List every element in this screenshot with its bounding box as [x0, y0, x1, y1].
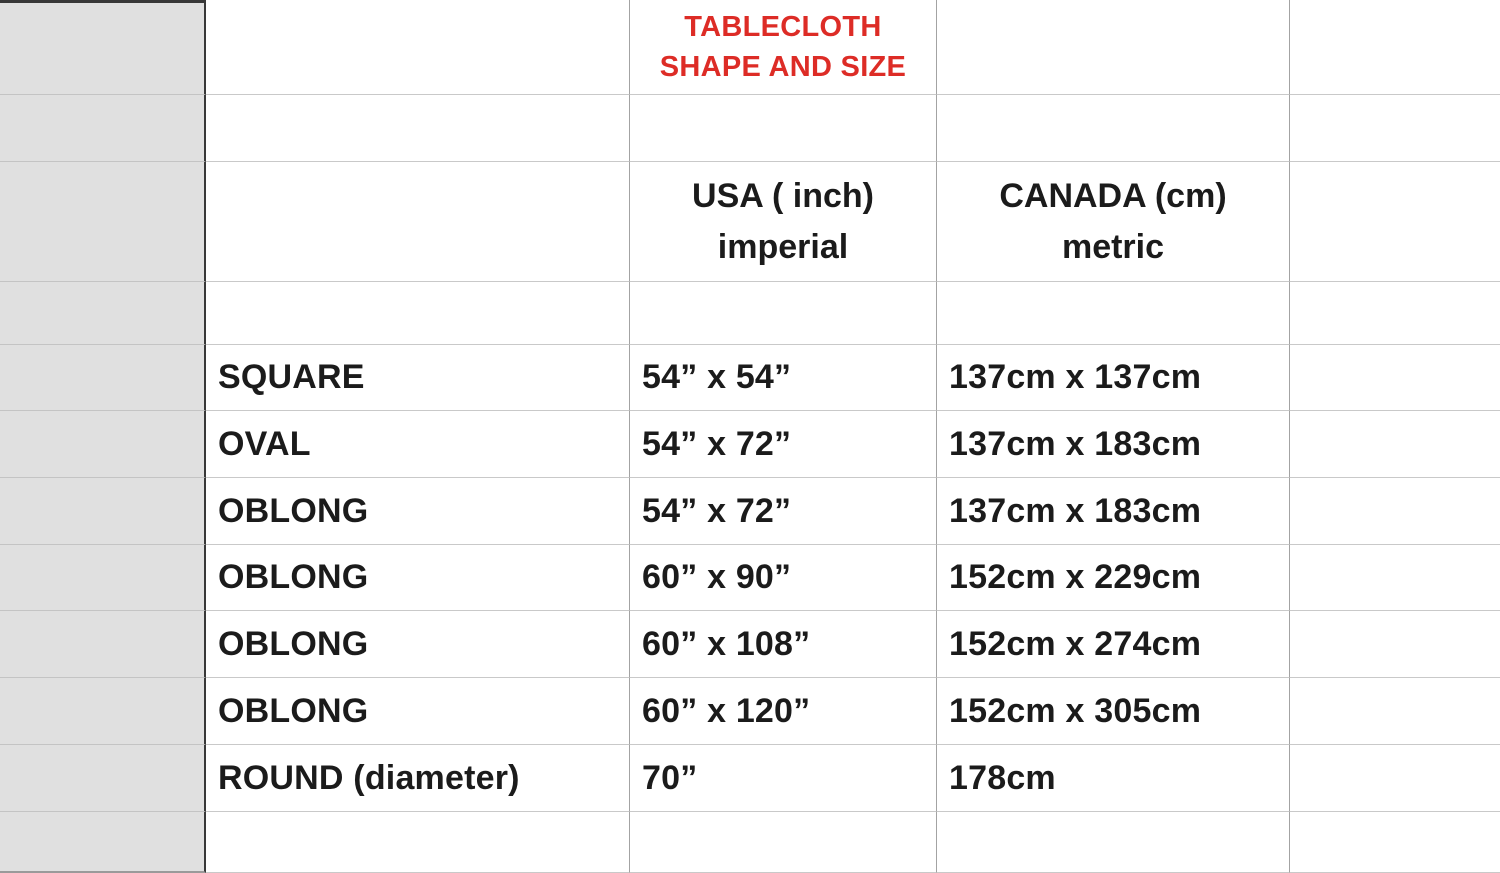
empty-cell [206, 95, 630, 162]
usa-size-cell: 60” x 90” [630, 545, 937, 611]
empty-cell [937, 95, 1290, 162]
row-header-cell [0, 745, 206, 812]
canada-size-cell: 152cm x 305cm [937, 678, 1290, 745]
empty-cell [1290, 478, 1500, 545]
empty-cell [206, 812, 630, 873]
row-header-cell [0, 345, 206, 411]
empty-cell [1290, 812, 1500, 873]
usa-size-cell: 54” x 72” [630, 411, 937, 478]
row-header-cell [0, 95, 206, 162]
empty-cell [1290, 745, 1500, 812]
usa-size-cell: 54” x 54” [630, 345, 937, 411]
shape-cell: ROUND (diameter) [206, 745, 630, 812]
empty-cell [1290, 345, 1500, 411]
empty-cell [1290, 95, 1500, 162]
row-header-cell [0, 478, 206, 545]
empty-cell [630, 812, 937, 873]
empty-cell [1290, 545, 1500, 611]
empty-cell [1290, 0, 1500, 95]
shape-cell: OBLONG [206, 611, 630, 678]
empty-cell [206, 162, 630, 282]
row-header-cell [0, 282, 206, 345]
canada-size-cell: 152cm x 274cm [937, 611, 1290, 678]
usa-size-cell: 54” x 72” [630, 478, 937, 545]
row-header-cell [0, 411, 206, 478]
usa-size-cell: 60” x 108” [630, 611, 937, 678]
empty-cell [206, 282, 630, 345]
empty-cell [937, 282, 1290, 345]
empty-cell [630, 95, 937, 162]
canada-size-cell: 137cm x 183cm [937, 411, 1290, 478]
table-title-line1: TABLECLOTH [684, 10, 882, 43]
empty-cell [1290, 282, 1500, 345]
canada-size-cell: 137cm x 137cm [937, 345, 1290, 411]
usa-size-cell: 60” x 120” [630, 678, 937, 745]
row-header-cell [0, 678, 206, 745]
shape-cell: OBLONG [206, 545, 630, 611]
canada-size-cell: 137cm x 183cm [937, 478, 1290, 545]
row-header-cell [0, 545, 206, 611]
usa-size-cell: 70” [630, 745, 937, 812]
row-header-cell [0, 812, 206, 873]
row-header-cell [0, 0, 206, 95]
empty-cell [1290, 611, 1500, 678]
shape-cell: SQUARE [206, 345, 630, 411]
empty-cell [630, 282, 937, 345]
shape-cell: OBLONG [206, 678, 630, 745]
usa-header-line2: imperial [717, 227, 849, 266]
empty-cell [937, 0, 1290, 95]
canada-column-header: CANADA (cm) metric [937, 162, 1290, 282]
canada-header-line1: CANADA (cm) [999, 176, 1227, 215]
table-title: TABLECLOTH SHAPE AND SIZE [630, 0, 937, 95]
row-header-cell [0, 611, 206, 678]
canada-size-cell: 152cm x 229cm [937, 545, 1290, 611]
row-header-cell [0, 162, 206, 282]
empty-cell [1290, 162, 1500, 282]
empty-cell [937, 812, 1290, 873]
empty-cell [206, 0, 630, 95]
shape-cell: OVAL [206, 411, 630, 478]
usa-header-line1: USA ( inch) [692, 176, 874, 215]
shape-cell: OBLONG [206, 478, 630, 545]
usa-column-header: USA ( inch) imperial [630, 162, 937, 282]
empty-cell [1290, 411, 1500, 478]
canada-size-cell: 178cm [937, 745, 1290, 812]
canada-header-line2: metric [1061, 227, 1165, 266]
table-title-line2: SHAPE AND SIZE [659, 51, 907, 83]
empty-cell [1290, 678, 1500, 745]
